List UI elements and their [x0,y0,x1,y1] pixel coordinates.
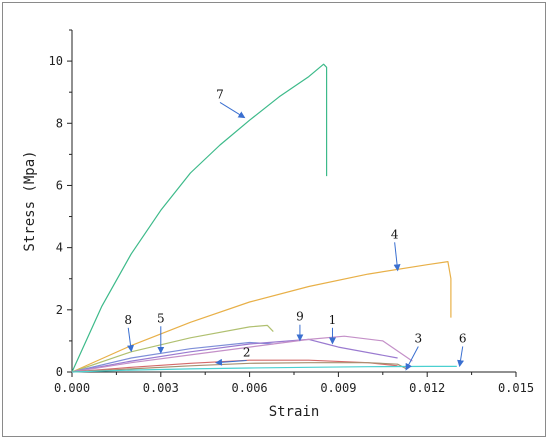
y-tick-label: 10 [49,54,63,68]
annotation-label-8: 8 [124,313,132,327]
series-lines [71,63,457,373]
x-tick-label: 0.006 [232,381,268,395]
y-tick-label: 6 [56,178,63,192]
axes: 0.000 0.003 0.006 0.009 0.012 0.015 0 2 4 6 8 10 [49,29,534,395]
y-tick-label: 2 [56,303,63,317]
annotation-arrow-8 [127,327,135,353]
x-tick-label: 0.003 [143,381,179,395]
series-line-7 [71,63,328,373]
annotation-arrow-3 [405,346,419,371]
annotation-arrow-7 [219,101,246,119]
series-line-5 [71,324,274,373]
y-tick-label: 8 [56,116,63,130]
x-axis-title: Strain [269,404,320,420]
series-line-9 [71,338,398,373]
annotation-label-2: 2 [243,345,251,359]
annotation-arrow-6 [457,346,464,368]
annotation-arrow-2 [215,358,247,366]
x-tick-label: 0.012 [409,381,445,395]
x-tick-label: 0.000 [54,381,90,395]
annotation-label-7: 7 [216,87,224,101]
annotations: 7 4 8 5 9 1 2 3 6 [124,87,467,371]
series-line-6 [71,365,457,373]
y-axis-title: Stress (Mpa) [22,150,38,251]
annotation-label-1: 1 [329,313,337,327]
series-line-1 [71,335,413,373]
x-tick-label: 0.009 [320,381,356,395]
series-line-3 [71,362,407,373]
annotation-label-5: 5 [157,311,165,325]
annotation-label-9: 9 [296,310,304,324]
y-tick-label: 0 [56,365,63,379]
annotation-label-6: 6 [459,331,467,345]
annotation-arrow-4 [393,242,401,272]
annotation-label-4: 4 [391,227,399,241]
y-tick-label: 4 [56,241,63,255]
x-tick-label: 0.015 [498,381,534,395]
annotation-label-3: 3 [414,331,422,345]
